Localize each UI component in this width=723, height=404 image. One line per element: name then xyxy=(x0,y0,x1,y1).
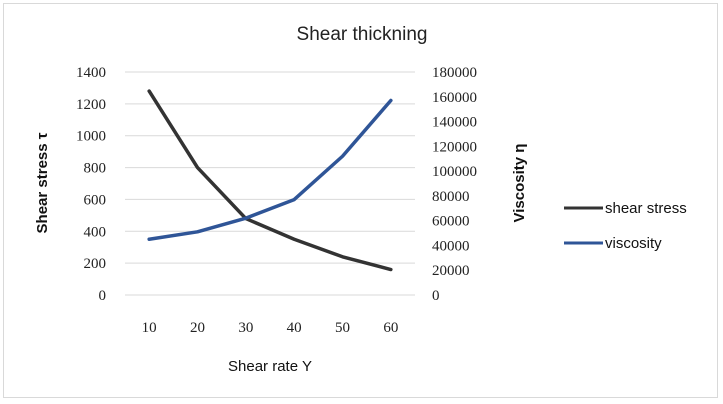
y-tick-label: 800 xyxy=(84,161,107,177)
x-axis-ticks: 10 20 30 40 50 60 xyxy=(142,320,399,336)
y-tick-label: 1000 xyxy=(76,129,106,145)
legend-label: shear stress xyxy=(605,200,687,217)
y2-tick-label: 40000 xyxy=(432,238,470,254)
y-tick-label: 400 xyxy=(84,224,107,240)
y-tick-label: 200 xyxy=(84,256,107,272)
x-tick-label: 60 xyxy=(383,320,398,336)
y-axis-right-ticks: 0 20000 40000 60000 80000 100000 120000 140000 1… xyxy=(432,65,477,304)
y2-tick-label: 140000 xyxy=(432,115,477,131)
x-axis-title: Shear rate Y xyxy=(228,358,312,375)
x-tick-label: 50 xyxy=(335,320,350,336)
chart-title: Shear thickning xyxy=(297,24,428,45)
y-tick-label: 1400 xyxy=(76,65,106,81)
y-tick-label: 0 xyxy=(99,288,107,304)
series-lines xyxy=(147,89,393,272)
y2-tick-label: 160000 xyxy=(432,90,477,106)
y2-tick-label: 20000 xyxy=(432,263,470,279)
x-tick-label: 30 xyxy=(238,320,253,336)
y2-tick-label: 120000 xyxy=(432,139,477,155)
y-tick-label: 600 xyxy=(84,192,107,208)
y-axis-title: Shear stress τ xyxy=(34,132,51,233)
gridlines xyxy=(125,71,415,296)
y2-tick-label: 80000 xyxy=(432,189,470,205)
y2-tick-label: 60000 xyxy=(432,214,470,230)
series-line-viscosity xyxy=(147,98,393,241)
y2-tick-label: 0 xyxy=(432,288,440,304)
y2-tick-label: 100000 xyxy=(432,164,477,180)
series-line-shear-stress xyxy=(147,89,393,272)
y2-tick-label: 180000 xyxy=(432,65,477,81)
x-tick-label: 20 xyxy=(190,320,205,336)
x-tick-label: 10 xyxy=(142,320,157,336)
legend-label: viscosity xyxy=(605,235,662,252)
legend: shear stress viscosity xyxy=(564,200,687,252)
chart-frame xyxy=(3,3,718,398)
x-tick-label: 40 xyxy=(287,320,302,336)
y2-axis-title: Viscosity η xyxy=(511,144,528,223)
y-axis-left-ticks: 0 200 400 600 800 1000 1200 1400 xyxy=(76,65,106,304)
y-tick-label: 1200 xyxy=(76,97,106,113)
